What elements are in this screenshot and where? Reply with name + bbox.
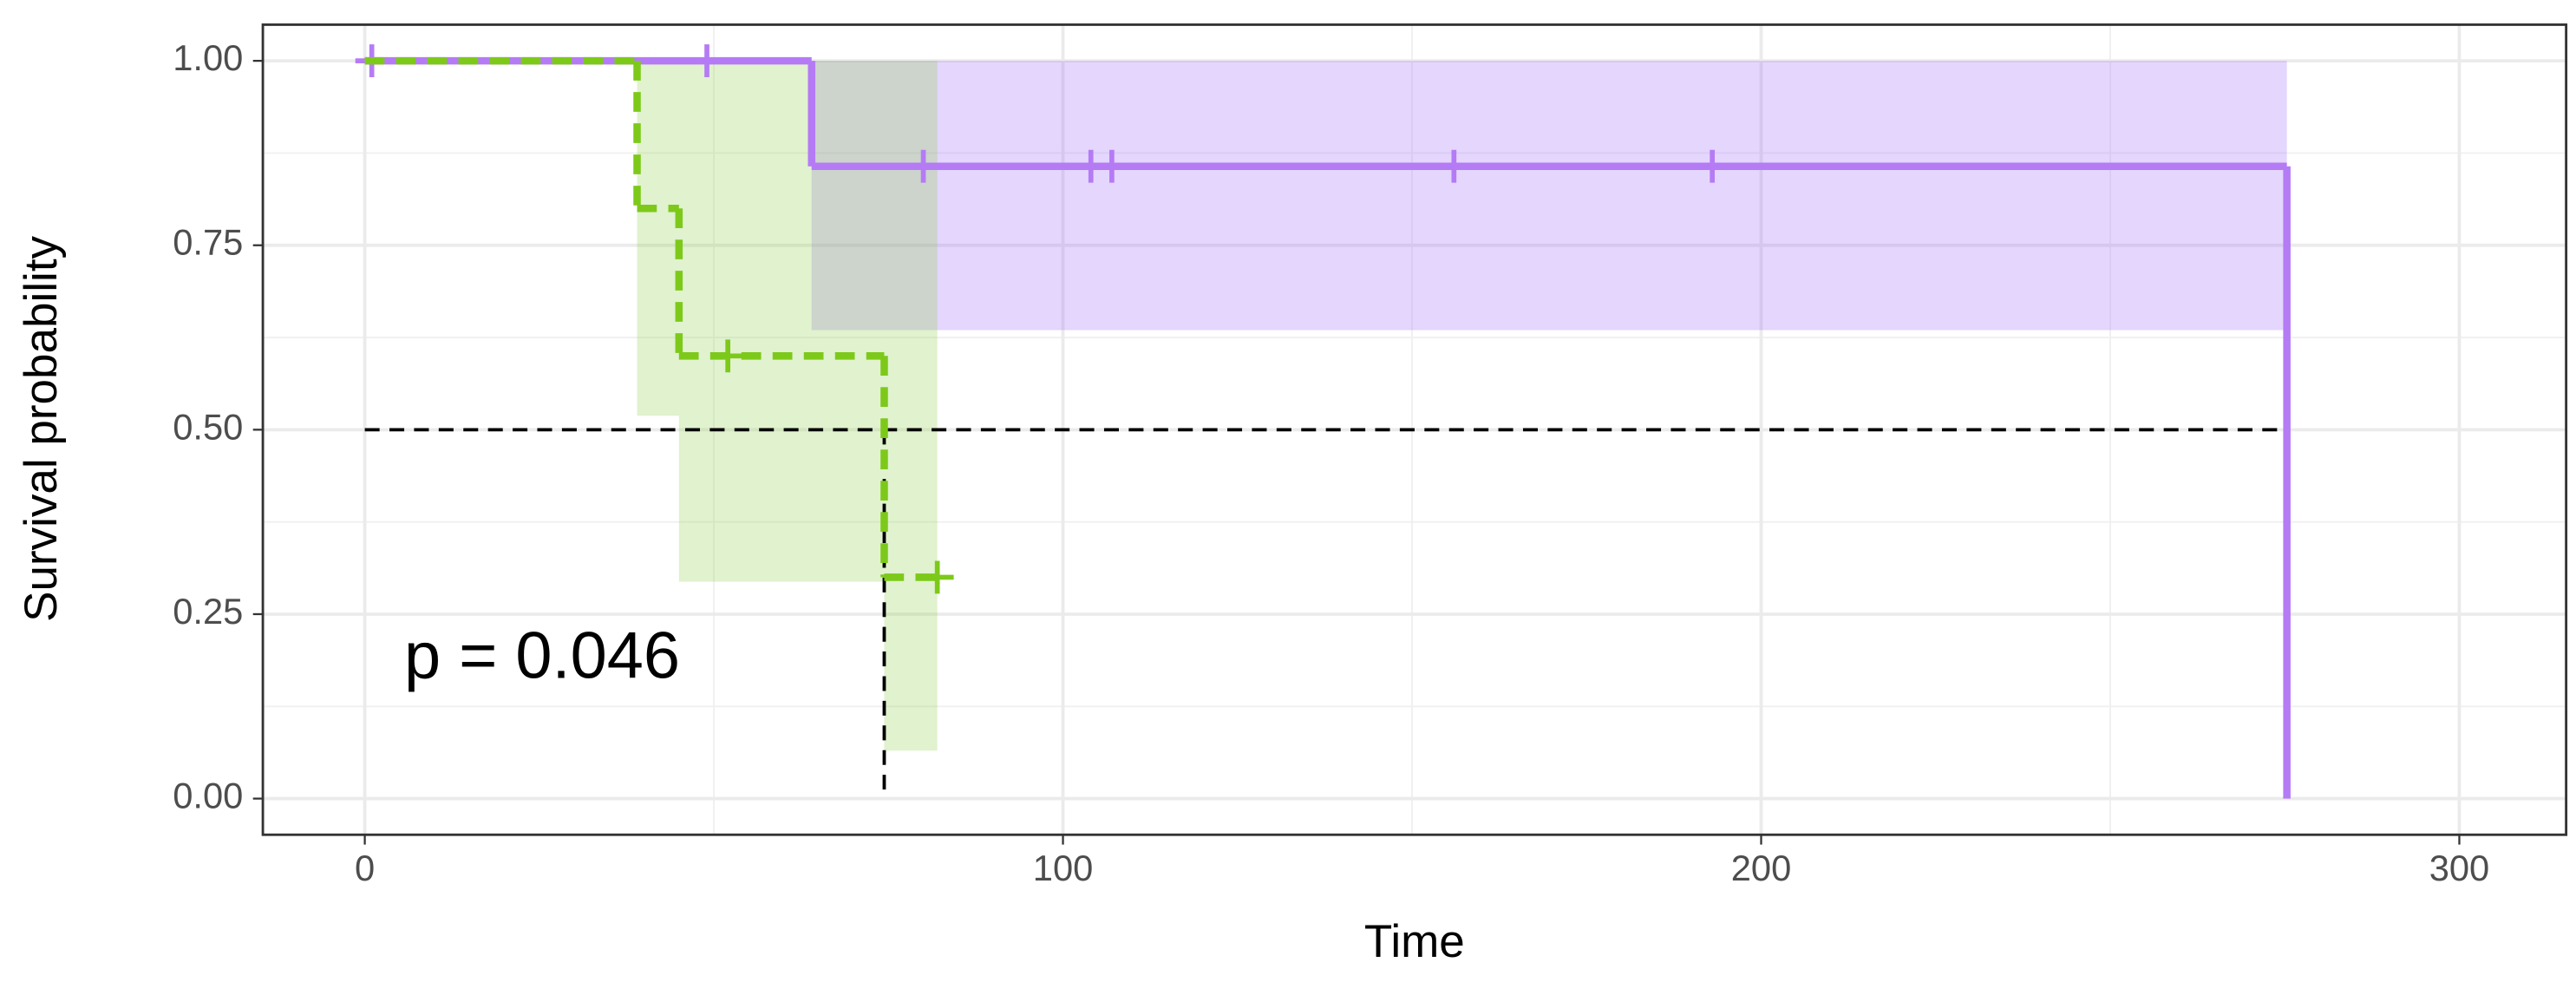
censor-mark xyxy=(711,339,745,373)
y-tick-label: 0.50 xyxy=(173,406,243,447)
y-axis-title: Survival probability xyxy=(16,235,67,621)
x-tick-label: 300 xyxy=(2429,848,2490,888)
confidence-band xyxy=(678,61,885,582)
censor-mark xyxy=(1095,149,1128,183)
censor-mark xyxy=(1437,149,1471,183)
y-tick-label: 1.00 xyxy=(173,37,243,78)
x-tick-label: 100 xyxy=(1033,848,1094,888)
x-tick-label: 200 xyxy=(1731,848,1792,888)
y-tick-label: 0.00 xyxy=(173,776,243,816)
censor-mark xyxy=(920,560,954,594)
plot-area xyxy=(263,24,2566,835)
x-axis-title: Time xyxy=(1364,916,1465,967)
x-tick-label: 0 xyxy=(355,848,375,888)
censor-mark xyxy=(906,149,940,183)
y-tick-label: 0.25 xyxy=(173,591,243,632)
confidence-band xyxy=(811,61,2287,331)
censor-mark xyxy=(690,44,723,78)
censor-mark xyxy=(1696,149,1729,183)
panel-border xyxy=(261,23,2568,836)
confidence-band xyxy=(637,61,679,416)
confidence-band xyxy=(884,61,938,751)
p-value: p = 0.046 xyxy=(404,619,680,692)
y-tick-label: 0.75 xyxy=(173,222,243,263)
